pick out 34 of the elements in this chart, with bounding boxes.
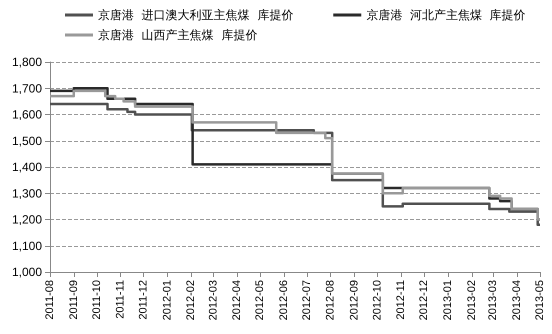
y-tick-label: 1,100 bbox=[12, 238, 42, 253]
legend-label: 京唐港 进口澳大利亚主焦煤 库提价 bbox=[98, 8, 294, 22]
x-tick-label: 2012-07 bbox=[300, 280, 313, 320]
x-tick-label: 2012-09 bbox=[348, 280, 360, 320]
x-tick-label: 2012-10 bbox=[371, 280, 384, 320]
x-tick-label: 2012-04 bbox=[231, 280, 244, 320]
x-tick-label: 2011-10 bbox=[90, 280, 103, 320]
x-tick-label: 2012-03 bbox=[207, 280, 220, 320]
x-tick-label: 2013-04 bbox=[510, 280, 523, 320]
x-tick-label: 2011-11 bbox=[114, 280, 127, 319]
x-tick-label: 2012-11 bbox=[395, 280, 408, 320]
y-tick-label: 1,500 bbox=[12, 134, 42, 148]
x-tick-label: 2013-03 bbox=[487, 280, 500, 320]
y-tick-label: 1,400 bbox=[12, 160, 42, 174]
legend-label: 京唐港 山西产主焦煤 库提价 bbox=[98, 28, 258, 42]
x-tick-label: 2012-01 bbox=[161, 280, 174, 320]
y-tick-label: 1,600 bbox=[12, 108, 42, 122]
x-tick-label: 2013-01 bbox=[442, 280, 454, 320]
x-tick-label: 2012-06 bbox=[278, 280, 290, 320]
x-tick-label: 2013-02 bbox=[466, 280, 478, 320]
y-tick-label: 1,000 bbox=[12, 265, 42, 279]
x-tick-label: 2012-08 bbox=[324, 280, 337, 320]
x-tick-label: 2013-05 bbox=[534, 280, 546, 320]
x-tick-label: 2011-12 bbox=[138, 280, 150, 320]
x-tick-label: 2012-12 bbox=[418, 280, 430, 320]
x-tick-label: 2011-09 bbox=[68, 280, 80, 320]
y-tick-label: 1,200 bbox=[12, 212, 42, 226]
x-tick-label: 2012-05 bbox=[254, 280, 266, 320]
y-tick-label: 1,300 bbox=[12, 186, 42, 200]
legend-label: 京唐港 河北产主焦煤 库提价 bbox=[366, 8, 526, 22]
x-tick-label: 2012-02 bbox=[185, 280, 198, 320]
y-tick-label: 1,800 bbox=[12, 55, 42, 69]
y-tick-label: 1,700 bbox=[12, 81, 42, 96]
x-tick-label: 2011-08 bbox=[44, 280, 56, 320]
